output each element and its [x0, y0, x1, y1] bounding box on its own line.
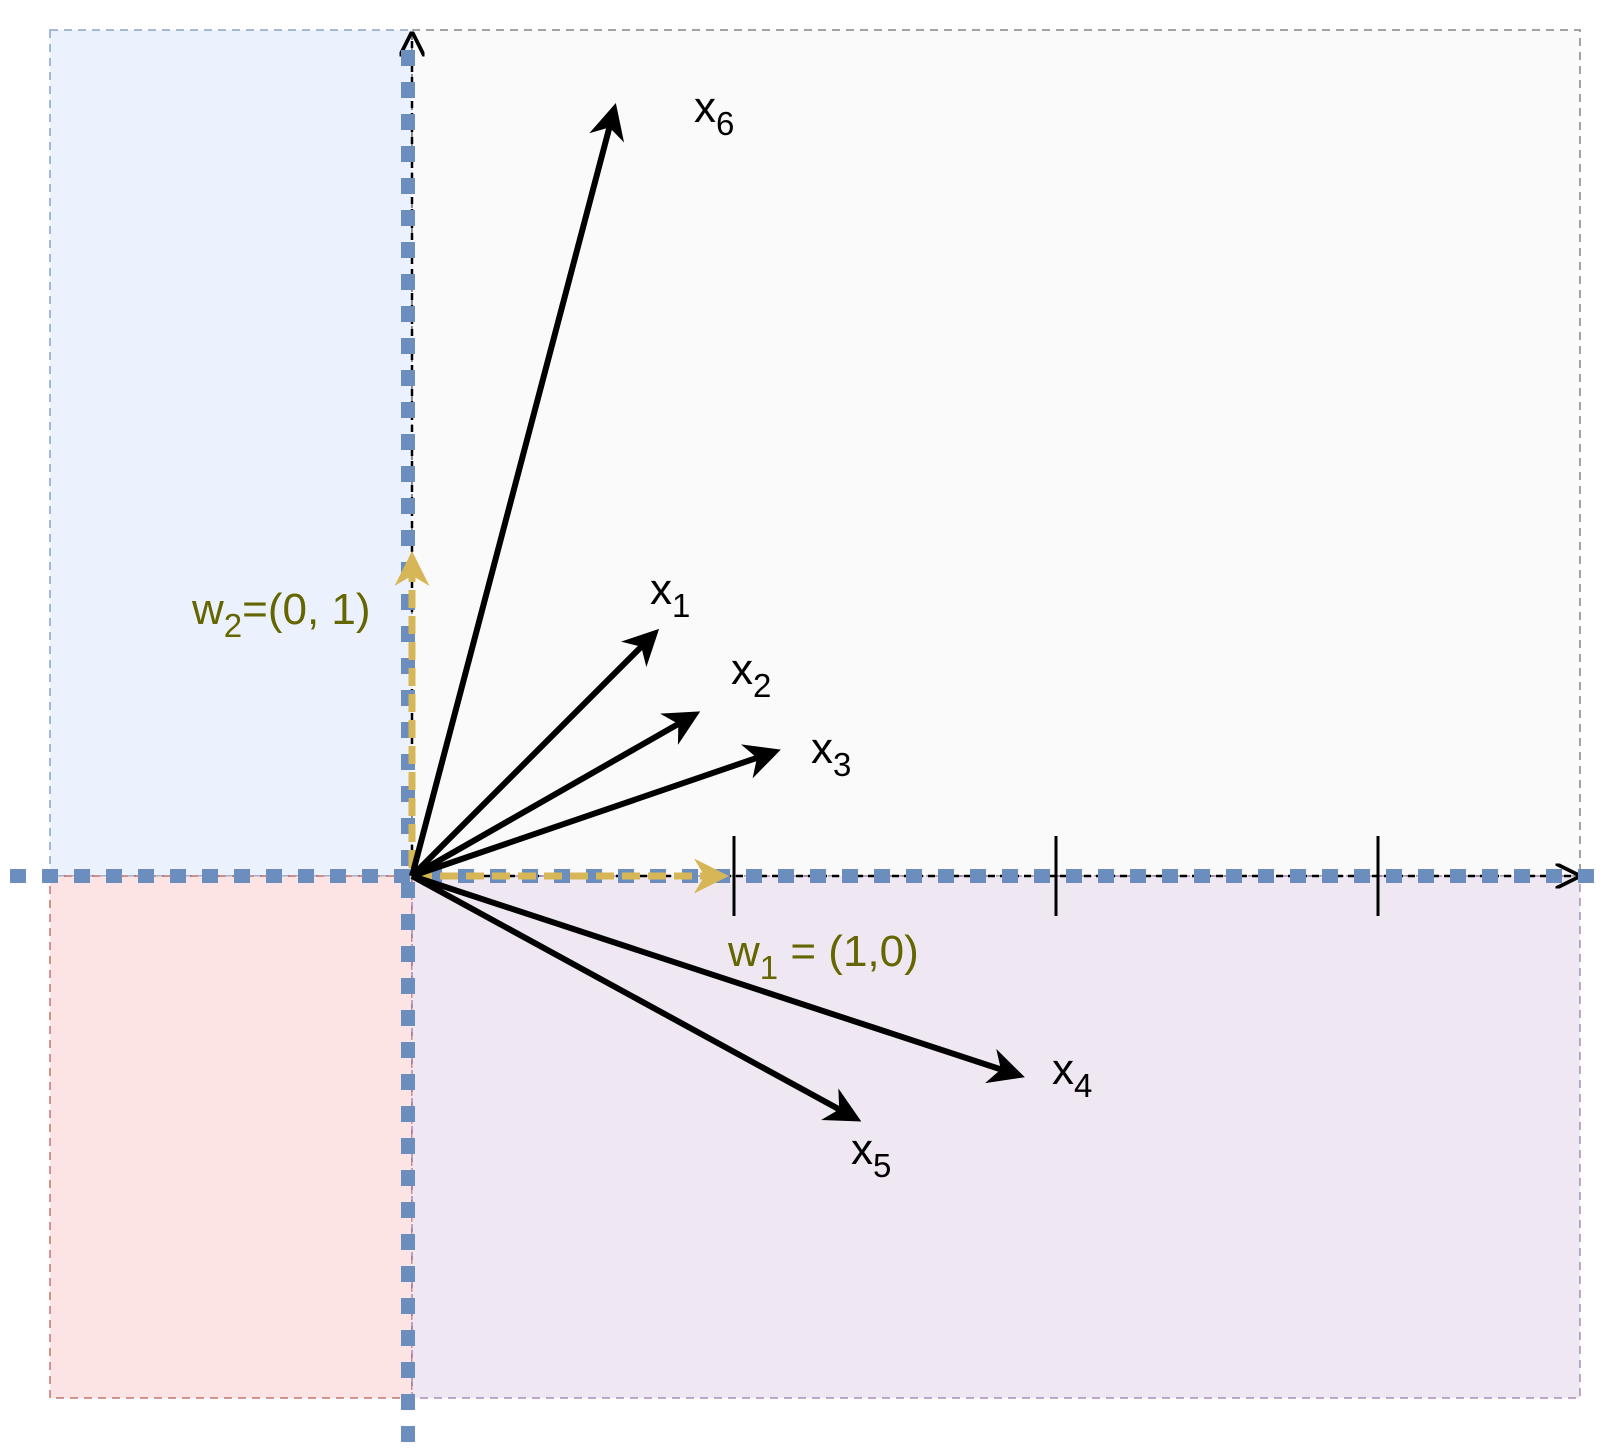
x2-label: x2	[731, 645, 771, 704]
x4-arrow	[411, 873, 1025, 1084]
x3-arrow	[411, 744, 781, 879]
x4-label: x4	[1052, 1045, 1092, 1104]
x3-label: x3	[811, 724, 851, 783]
x1-label: x1	[650, 565, 690, 624]
region-bottom-left	[49, 875, 413, 1399]
region-top-left	[49, 29, 413, 877]
w1-label: w1 = (1,0)	[727, 927, 919, 986]
w2-label: w2=(0, 1)	[191, 585, 371, 644]
region-bottom-right	[411, 875, 1581, 1399]
x2-arrow	[410, 711, 701, 879]
x1-arrow	[409, 628, 660, 879]
x6-label: x6	[694, 83, 734, 142]
x6-arrow	[409, 103, 625, 877]
x5-label: x5	[851, 1125, 891, 1184]
x5-arrow	[410, 873, 862, 1122]
region-top-right	[411, 29, 1581, 877]
